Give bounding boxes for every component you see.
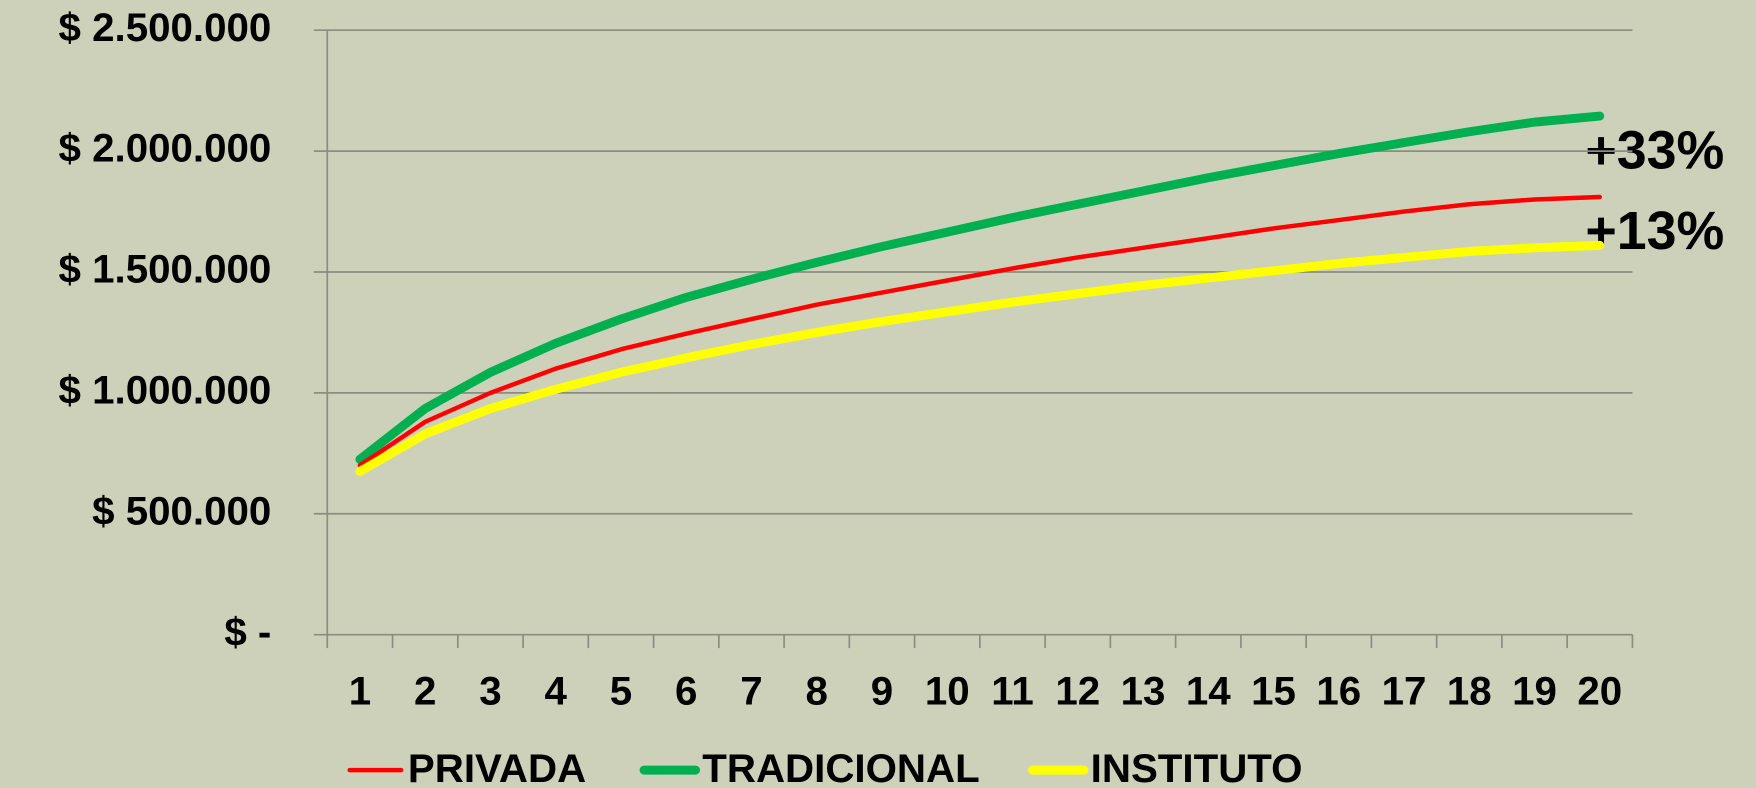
x-tick-label: 3 <box>479 669 501 714</box>
y-tick-label: $ 2.000.000 <box>59 126 272 171</box>
legend-label: INSTITUTO <box>1091 746 1303 788</box>
x-tick-label: 12 <box>1055 669 1100 714</box>
x-tick-label: 15 <box>1251 669 1296 714</box>
x-tick-label: 9 <box>871 669 893 714</box>
x-tick-label: 13 <box>1121 669 1166 714</box>
y-tick-label: $ 1.500.000 <box>59 247 272 292</box>
y-tick-label: $ 2.500.000 <box>59 5 272 50</box>
y-tick-label: $ - <box>224 609 271 654</box>
legend-label: PRIVADA <box>408 746 586 788</box>
y-tick-label: $ 500.000 <box>92 488 271 533</box>
x-tick-label: 2 <box>414 669 436 714</box>
series-line <box>357 194 1602 468</box>
legend-label: TRADICIONAL <box>702 746 979 788</box>
x-tick-label: 18 <box>1447 669 1492 714</box>
x-tick-label: 8 <box>806 669 828 714</box>
x-tick-label: 14 <box>1186 669 1231 714</box>
annotation: +13% <box>1585 201 1724 261</box>
x-tick-label: 10 <box>925 669 970 714</box>
x-tick-label: 17 <box>1382 669 1427 714</box>
y-tick-label: $ 1.000.000 <box>59 368 272 413</box>
x-tick-label: 4 <box>544 669 567 714</box>
x-tick-label: 19 <box>1512 669 1557 714</box>
series-line <box>355 111 1605 464</box>
series-line <box>355 240 1605 476</box>
x-tick-label: 11 <box>991 669 1034 714</box>
x-tick-label: 6 <box>675 669 697 714</box>
x-tick-label: 7 <box>740 669 762 714</box>
x-tick-label: 20 <box>1577 669 1622 714</box>
x-tick-label: 16 <box>1316 669 1361 714</box>
x-tick-label: 5 <box>610 669 632 714</box>
x-tick-label: 1 <box>349 669 371 714</box>
